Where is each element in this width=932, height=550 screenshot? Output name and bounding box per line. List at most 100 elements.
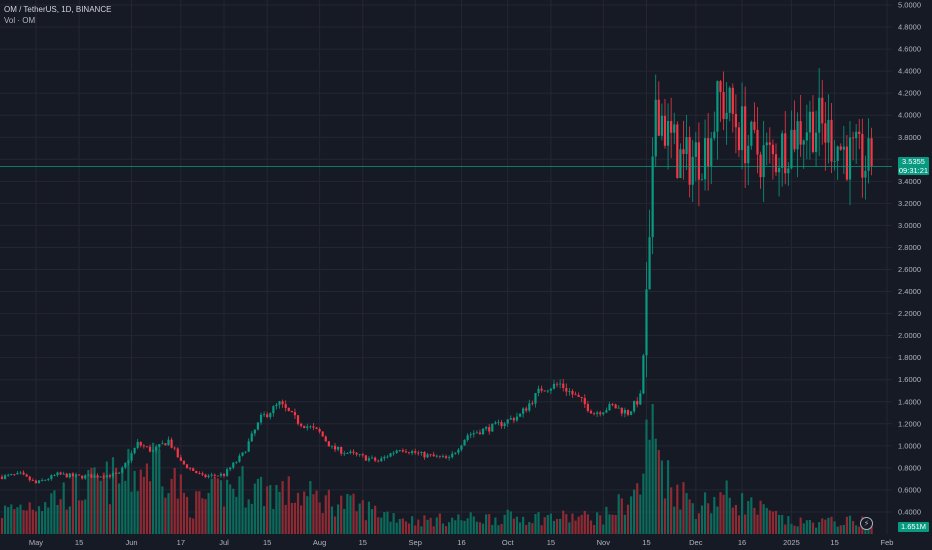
volume-bar (555, 518, 559, 534)
candle-body (364, 455, 367, 461)
volume-bar (275, 484, 278, 534)
candle-body (90, 474, 93, 478)
volume-bar (787, 516, 790, 534)
volume-bar (682, 482, 685, 534)
time-tick-label: 17 (177, 538, 185, 547)
volume-bar (37, 506, 41, 534)
volume-bar (559, 518, 562, 534)
candle-body (824, 123, 827, 143)
candle-body (121, 467, 124, 473)
candle-body (392, 452, 395, 454)
candle-body (19, 472, 22, 474)
candle-body (99, 476, 102, 478)
volume-bar (226, 479, 229, 534)
volume-bar (151, 442, 155, 534)
candle-body (457, 449, 460, 453)
volume-bar (44, 502, 47, 534)
volume-bar (250, 503, 253, 534)
price-tick-label: 2.0000 (898, 331, 921, 340)
candle-body (204, 474, 207, 478)
volume-bar (478, 522, 482, 534)
time-tick-label: Jul (219, 538, 229, 547)
time-tick-label: Feb (881, 538, 894, 547)
volume-bar (491, 524, 494, 534)
candle-body (133, 447, 136, 454)
volume-bar (697, 513, 700, 534)
candle-body (398, 450, 401, 451)
volume-bar (167, 493, 170, 534)
candle-body (105, 475, 108, 478)
candle-body (219, 473, 223, 476)
candle-body (867, 138, 870, 171)
candle-body (460, 445, 463, 450)
candle-body (821, 97, 824, 124)
candle-body (756, 129, 759, 155)
volume-indicator-label[interactable]: Vol · OM (4, 16, 36, 25)
candle-body (176, 448, 179, 458)
symbol-title[interactable]: OM / TetherUS, 1D, BINANCE (4, 5, 112, 14)
candle-body (370, 457, 374, 459)
candle-body (864, 170, 867, 178)
volume-bar (192, 518, 195, 534)
candle-body (861, 134, 864, 178)
volume-bar (639, 494, 642, 534)
volume-bar (756, 514, 759, 534)
candle-body (0, 476, 4, 479)
volume-bar (93, 467, 96, 534)
volume-bar (414, 525, 417, 534)
volume-bar (494, 517, 497, 534)
volume-bar (685, 493, 688, 534)
candle-body (432, 454, 435, 457)
price-tick-label: 2.6000 (898, 265, 921, 274)
price-tick-label: 4.2000 (898, 89, 921, 98)
candle-body (725, 112, 728, 120)
candle-body (811, 111, 815, 153)
candle-body (253, 429, 256, 434)
volume-bar (722, 494, 725, 534)
volume-bar (481, 523, 485, 534)
volume-bar (293, 502, 297, 534)
volume-bar (216, 478, 219, 534)
candle-body (62, 473, 65, 475)
volume-bar (389, 521, 392, 534)
volume-bar (666, 460, 670, 534)
candle-body (848, 137, 852, 180)
volume-bar (657, 449, 660, 534)
candle-body (136, 441, 139, 448)
candle-body (565, 387, 568, 392)
volume-bar (59, 499, 62, 534)
candle-body (395, 450, 398, 453)
volume-bar (740, 493, 744, 534)
volume-bar (392, 513, 395, 534)
volume-bar (155, 446, 158, 534)
volume-bar (321, 513, 324, 534)
volume-bar (235, 496, 238, 534)
candle-body (241, 452, 244, 456)
candle-body (229, 467, 232, 470)
candle-body (623, 409, 626, 414)
candle-body (324, 436, 327, 442)
candle-body (355, 452, 358, 455)
candle-body (235, 461, 238, 463)
price-axis[interactable]: 5.0000 4.8000 4.6000 4.4000 4.2000 4.0000 3.80… (898, 1, 921, 517)
volume-bar (802, 523, 805, 534)
candle-body (192, 468, 195, 471)
volume-bar (266, 486, 269, 534)
volume-bar (398, 519, 401, 534)
volume-bar (173, 467, 176, 534)
volume-bar (818, 522, 821, 534)
candle-body (281, 401, 284, 405)
volume-bar (821, 518, 824, 534)
volume-bar (848, 515, 852, 534)
volume-bar (219, 480, 223, 534)
candle-body (596, 412, 599, 414)
volume-bar (531, 523, 534, 534)
time-axis[interactable]: May 15 Jun 17 Jul 15 Aug 15 Sep 16 Oct 15 Nov 15 Dec 16… (29, 538, 894, 547)
candle-body (108, 475, 112, 477)
scale-icon[interactable]: ⚡ (860, 517, 873, 530)
volume-bar (349, 495, 352, 534)
candle-body (423, 451, 426, 458)
volume-bar (361, 500, 364, 534)
candle-body (537, 388, 540, 394)
